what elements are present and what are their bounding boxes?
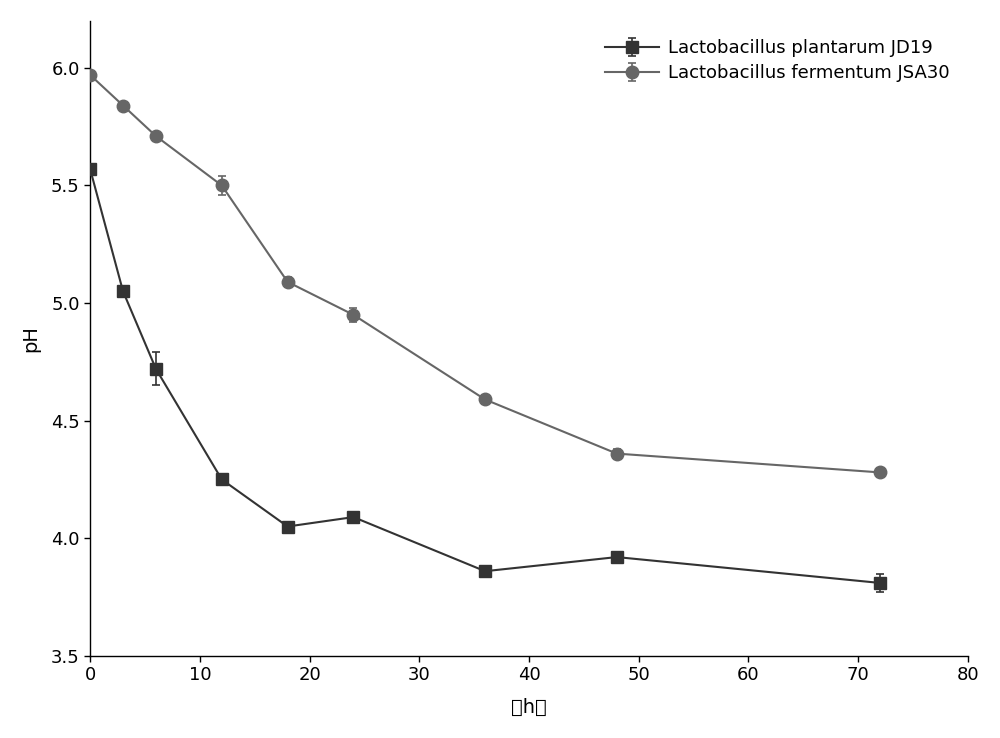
Legend: Lactobacillus plantarum JD19, Lactobacillus fermentum JSA30: Lactobacillus plantarum JD19, Lactobacil… (596, 30, 959, 91)
X-axis label: （h）: （h） (511, 698, 547, 717)
Y-axis label: pH: pH (21, 325, 40, 352)
